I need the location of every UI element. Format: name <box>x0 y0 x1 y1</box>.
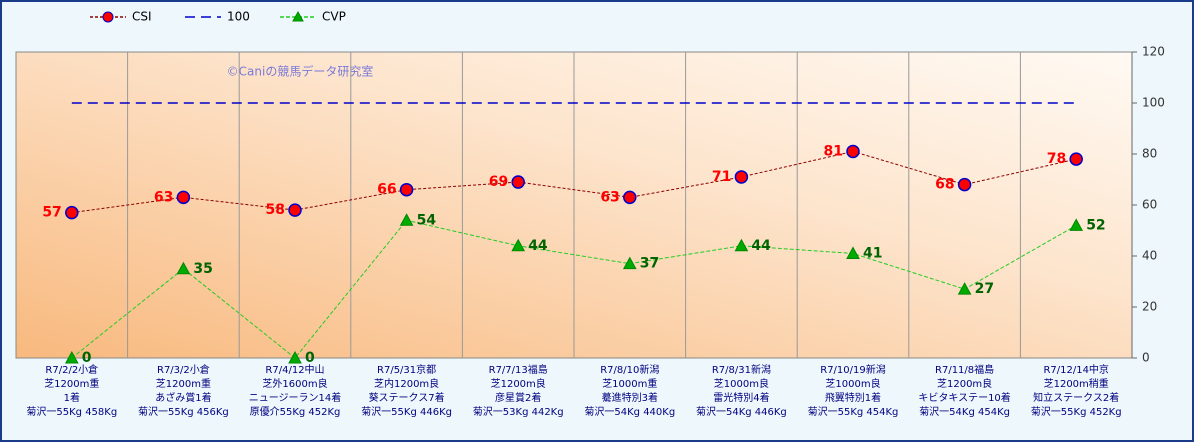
data-label: 58 <box>266 202 285 218</box>
x-tick-label: R7/8/10新潟 <box>600 363 659 376</box>
data-label: 54 <box>417 212 437 228</box>
data-label: 57 <box>42 205 61 221</box>
x-tick-label: あざみ賞1着 <box>155 391 211 404</box>
legend-label: CSI <box>132 10 152 24</box>
x-tick-label: R7/10/19新潟 <box>820 363 886 376</box>
data-label: 63 <box>154 189 173 205</box>
legend-marker <box>102 11 114 23</box>
x-tick-label: 芝1200m良 <box>937 377 992 390</box>
legend-marker <box>292 10 304 22</box>
x-tick-label: R7/4/12中山 <box>265 363 324 376</box>
x-tick-label: 驀進特別3着 <box>602 391 658 404</box>
y-tick-label: 100 <box>1142 96 1165 110</box>
point <box>957 282 972 295</box>
y-tick-label: 20 <box>1142 300 1157 314</box>
x-tick-label: R7/8/31新潟 <box>712 363 771 376</box>
point <box>1069 152 1083 166</box>
x-tick-label: 菊沢一55Kg 446Kg <box>361 405 452 418</box>
data-label: 71 <box>712 169 731 185</box>
x-tick-label: 知立ステークス2着 <box>1033 391 1119 404</box>
point <box>399 213 414 226</box>
x-tick-label: 飛翼特別1着 <box>825 391 881 404</box>
x-tick-label: R7/3/2小倉 <box>157 363 210 376</box>
x-tick-label: 菊沢一54Kg 446Kg <box>696 405 787 418</box>
data-label: 78 <box>1047 151 1066 167</box>
point <box>65 205 79 220</box>
x-tick-label: R7/7/13福島 <box>489 363 548 376</box>
legend-label: CVP <box>322 10 346 24</box>
point <box>176 261 191 275</box>
x-tick-label: R7/12/14中京 <box>1043 363 1109 376</box>
point <box>511 238 526 252</box>
x-tick-label: 菊沢一55Kg 452Kg <box>1031 405 1122 418</box>
x-tick-label: 1着 <box>64 391 80 404</box>
x-tick-label: 芝1200m良 <box>491 377 546 390</box>
series-line <box>71 219 1077 359</box>
point <box>734 170 749 184</box>
data-label: 0 <box>305 350 315 366</box>
x-tick-label: R7/2/2小倉 <box>45 363 98 376</box>
x-tick-label: 芝1200m重 <box>44 377 99 390</box>
x-tick-label: 葵ステークス7着 <box>369 391 445 404</box>
data-label: 35 <box>193 261 212 277</box>
y-tick-label: 60 <box>1142 198 1157 212</box>
x-tick-label: キビタキステー10着 <box>918 391 1010 404</box>
x-tick-label: ニュージーラン14着 <box>249 391 342 404</box>
data-label: 52 <box>1086 217 1105 233</box>
x-tick-label: 芝外1600m良 <box>262 377 327 390</box>
point <box>288 350 302 364</box>
point <box>846 144 860 159</box>
y-tick-label: 40 <box>1142 249 1157 263</box>
x-tick-label: 原優介55Kg 452Kg <box>250 405 341 418</box>
x-tick-label: 芝1000m重 <box>602 377 657 390</box>
data-label: 68 <box>935 177 954 193</box>
x-tick-label: 菊沢一55Kg 458Kg <box>26 405 117 418</box>
data-label: 63 <box>600 189 619 205</box>
watermark: ©Caniの競馬データ研究室 <box>227 64 374 79</box>
point <box>399 182 414 197</box>
legend-label: 100 <box>227 10 250 24</box>
data-label: 0 <box>82 350 92 366</box>
x-tick-label: 芝1000m良 <box>825 377 880 390</box>
x-tick-label: 菊沢一55Kg 456Kg <box>138 405 229 418</box>
y-tick-label: 120 <box>1142 45 1165 59</box>
x-tick-label: 菊沢一55Kg 454Kg <box>808 405 899 418</box>
data-label: 69 <box>489 174 508 190</box>
x-tick-label: 芝内1200m良 <box>374 377 439 390</box>
data-label: 81 <box>824 143 843 159</box>
x-tick-label: 芝1000m良 <box>714 377 769 390</box>
point <box>511 175 525 189</box>
data-label: 66 <box>377 182 396 198</box>
point <box>622 256 637 270</box>
point <box>623 190 637 205</box>
data-label: 41 <box>863 245 882 261</box>
data-label: 27 <box>975 281 994 297</box>
point <box>64 350 79 364</box>
y-tick-label: 0 <box>1142 351 1150 365</box>
x-tick-label: R7/5/31京都 <box>377 363 436 376</box>
point <box>957 177 972 192</box>
y-tick-label: 80 <box>1142 147 1157 161</box>
x-tick-label: 菊沢一54Kg 454Kg <box>919 405 1010 418</box>
data-label: 37 <box>640 256 659 272</box>
data-label: 44 <box>528 238 548 254</box>
point <box>288 203 302 217</box>
x-tick-label: 芝1200m重 <box>156 377 211 390</box>
data-label: 44 <box>751 238 771 254</box>
x-tick-label: 雷光特別4着 <box>713 391 769 404</box>
x-tick-label: 彦星賞2着 <box>495 391 541 404</box>
point <box>846 246 860 259</box>
x-tick-label: 菊沢一54Kg 440Kg <box>584 405 675 418</box>
point <box>734 238 749 252</box>
point <box>1069 218 1084 231</box>
x-tick-label: 芝1200m稍重 <box>1044 377 1109 390</box>
x-tick-label: R7/11/8福島 <box>935 363 994 376</box>
series-line <box>71 150 1077 214</box>
x-tick-label: 菊沢一53Kg 442Kg <box>473 405 564 418</box>
point <box>176 190 191 205</box>
